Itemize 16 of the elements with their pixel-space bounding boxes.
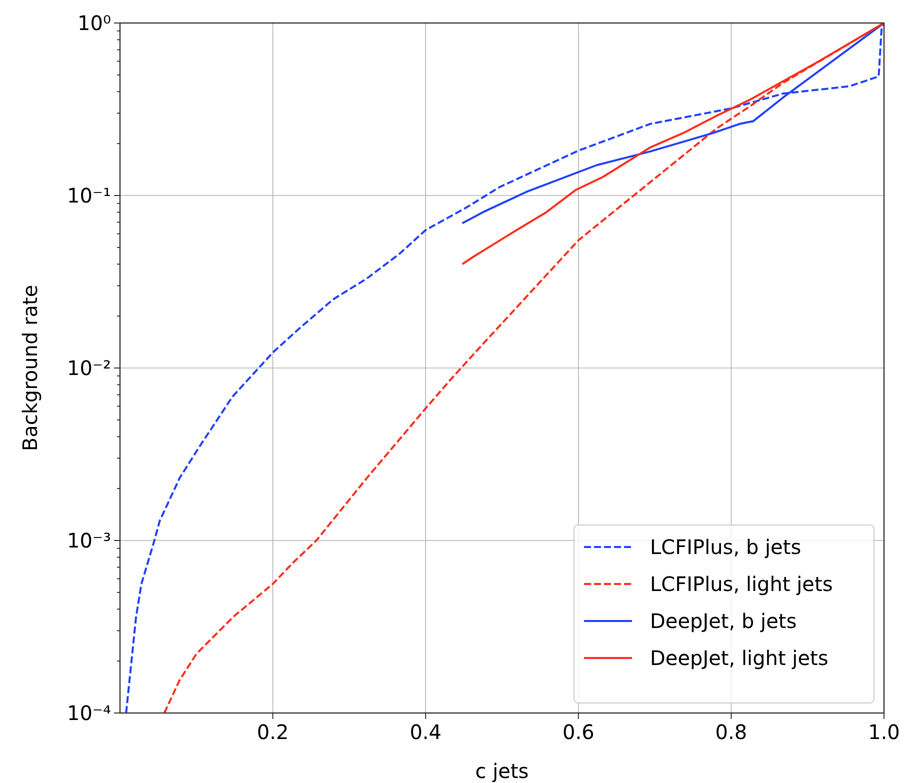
y-tick-label: 10⁻³ (66, 528, 111, 552)
x-tick-label: 0.4 (410, 720, 442, 744)
y-axis-title: Background rate (18, 284, 42, 452)
legend-label: DeepJet, b jets (650, 609, 797, 633)
x-tick-label: 1.0 (868, 720, 900, 744)
legend-label: LCFIPlus, b jets (650, 535, 802, 559)
x-tick-label: 0.6 (562, 720, 594, 744)
y-tick-label: 10⁰ (78, 11, 111, 35)
x-tick-label: 0.8 (715, 720, 748, 744)
y-tick-label: 10⁻² (66, 356, 111, 380)
y-tick-label: 10⁻¹ (66, 184, 111, 208)
y-tick-label: 10⁻⁴ (66, 701, 111, 725)
legend-label: DeepJet, light jets (650, 646, 828, 670)
x-tick-label: 0.2 (256, 720, 289, 744)
legend-label: LCFIPlus, light jets (650, 572, 833, 596)
x-axis-title: c jets (475, 759, 529, 783)
